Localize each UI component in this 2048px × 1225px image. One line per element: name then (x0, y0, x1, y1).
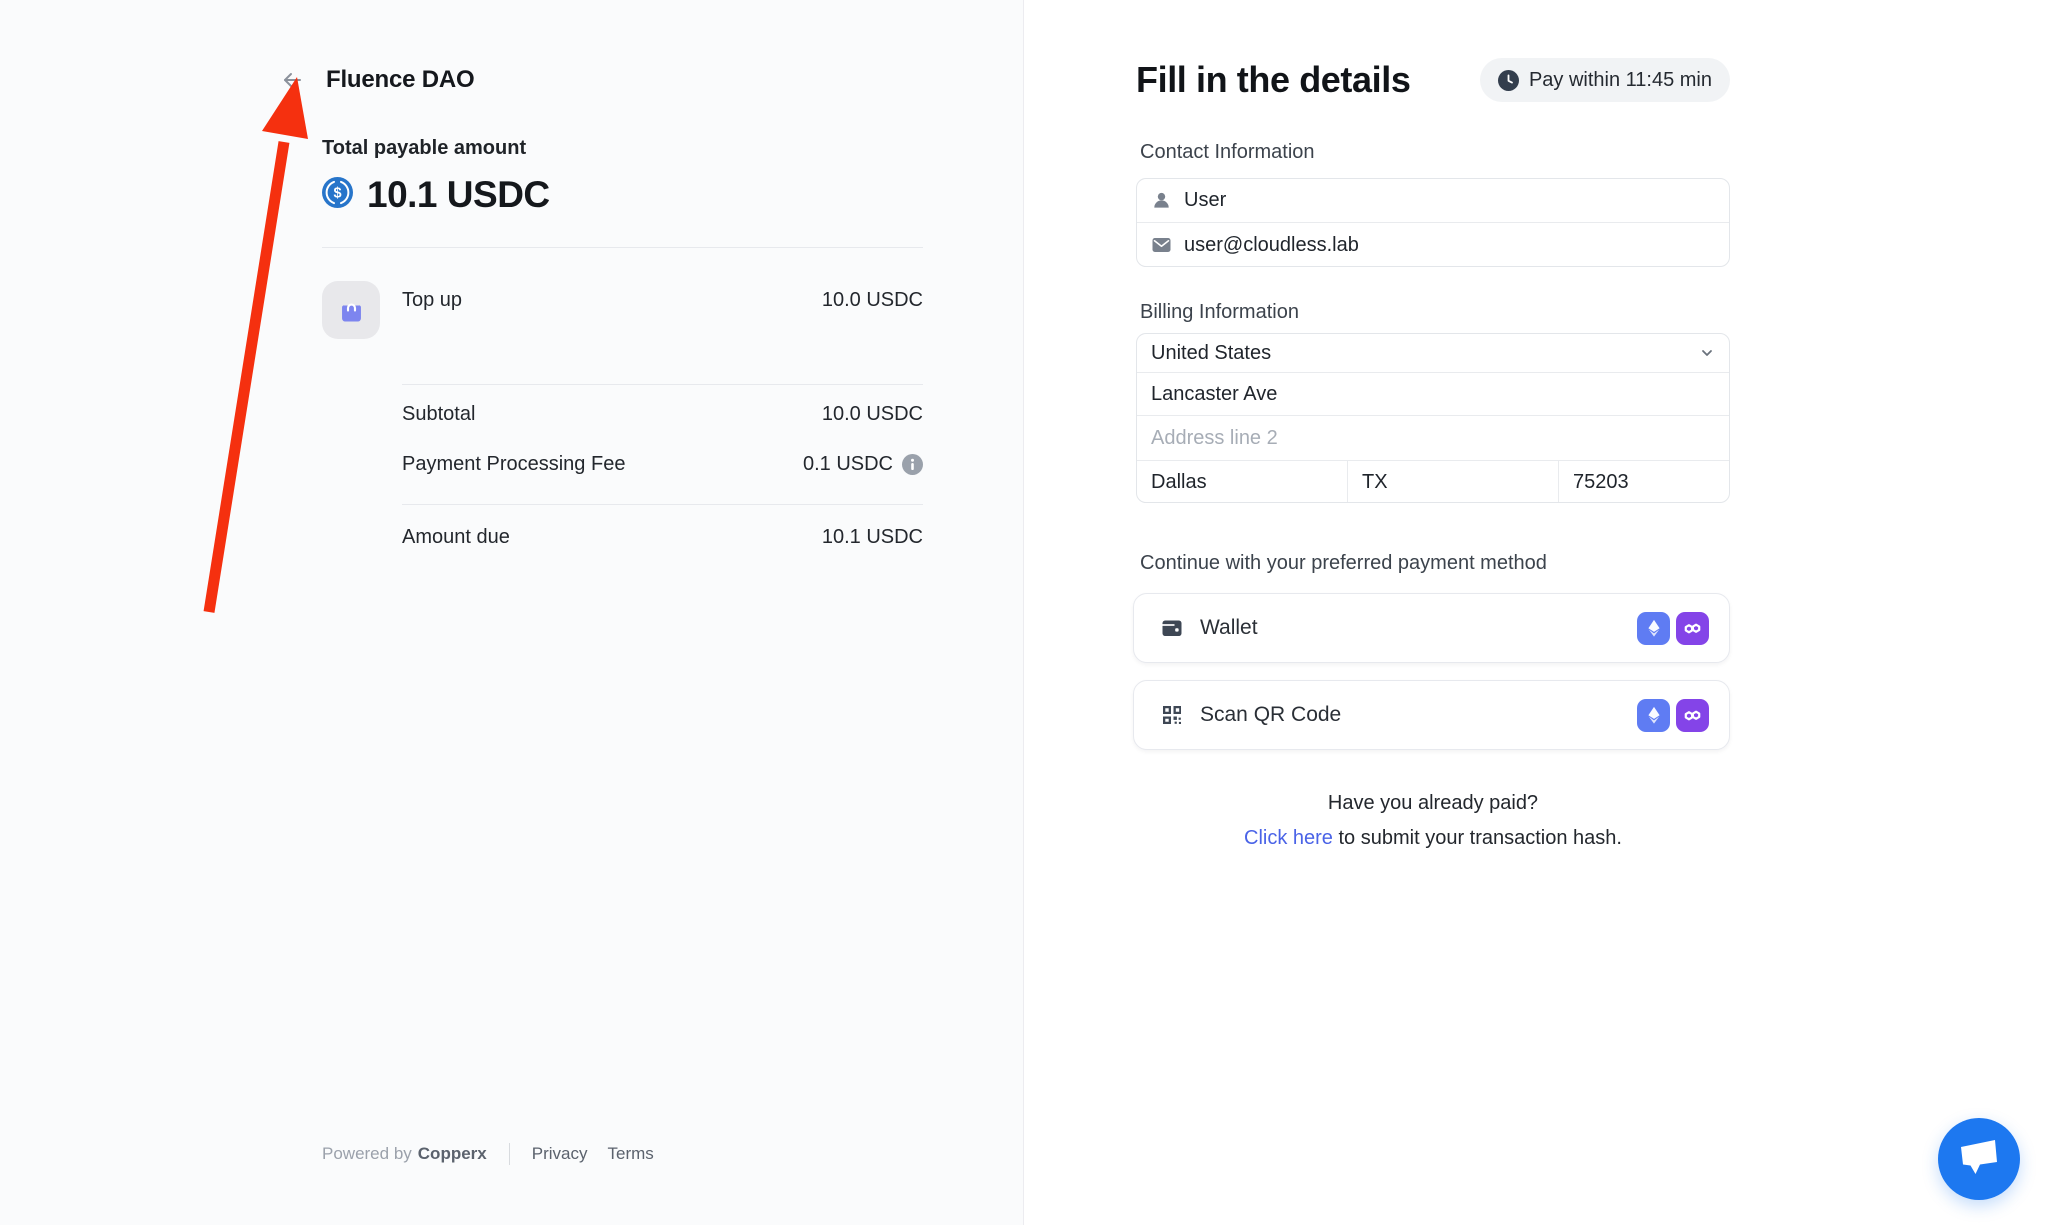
country-select[interactable]: United States (1137, 334, 1729, 373)
already-paid-question: Have you already paid? (1327, 792, 1539, 814)
divider (402, 504, 923, 505)
info-icon[interactable] (902, 454, 923, 475)
copperx-brand[interactable]: Copperx (417, 1144, 487, 1163)
line-item-value: 10.0 USDC (821, 289, 923, 311)
ethereum-icon (1637, 611, 1670, 645)
merchant-name: Fluence DAO (326, 66, 475, 93)
wallet-method-label: Wallet (1200, 616, 1258, 639)
wallet-method-button[interactable]: Wallet (1133, 593, 1730, 663)
divider (402, 384, 923, 385)
address-line2-input[interactable] (1151, 416, 1715, 460)
city-input[interactable] (1151, 461, 1333, 502)
total-amount-row: $ 10.1 USDC (322, 174, 550, 216)
privacy-link[interactable]: Privacy (531, 1144, 588, 1163)
chat-bubble-icon (1938, 1118, 2020, 1200)
page-title: Fill in the details (1136, 59, 1411, 100)
ethereum-icon (1637, 698, 1670, 732)
billing-card: United States (1136, 333, 1730, 503)
envelope-icon (1151, 237, 1171, 253)
submit-hash-text: to submit your transaction hash. (1332, 827, 1622, 849)
shopping-bag-icon (322, 281, 380, 339)
timer-text: Pay within 11:45 min (1528, 68, 1712, 91)
address-line2-row[interactable] (1137, 416, 1729, 461)
footer: Powered by Copperx Privacy Terms (322, 1143, 654, 1165)
contact-section-label: Contact Information (1140, 141, 1315, 163)
scan-qr-method-label: Scan QR Code (1200, 703, 1342, 726)
divider (322, 247, 923, 248)
fee-row: Payment Processing Fee 0.1 USDC (402, 453, 923, 476)
terms-link[interactable]: Terms (607, 1144, 654, 1163)
zip-input[interactable] (1573, 461, 1715, 502)
email-row[interactable] (1137, 223, 1729, 266)
line-item-label: Top up (402, 289, 463, 311)
amount-due-row: Amount due 10.1 USDC (402, 526, 923, 549)
wallet-icon (1160, 616, 1184, 640)
country-value: United States (1151, 341, 1272, 364)
scan-qr-method-button[interactable]: Scan QR Code (1133, 680, 1730, 750)
total-amount-value: 10.1 USDC (367, 174, 550, 215)
powered-by-label: Powered by (322, 1144, 412, 1163)
person-icon (1151, 191, 1171, 210)
address-line1-input[interactable] (1151, 373, 1715, 415)
name-row[interactable] (1137, 179, 1729, 223)
chat-launcher-button[interactable] (1938, 1118, 2020, 1200)
payment-timer-badge: Pay within 11:45 min (1479, 58, 1730, 102)
merchant-header: Fluence DAO (281, 66, 475, 94)
fee-value: 0.1 USDC (802, 453, 893, 475)
polygon-icon (1676, 698, 1709, 732)
polygon-icon (1676, 611, 1709, 645)
already-paid-prompt: Have you already paid? Click here to sub… (1136, 786, 1730, 856)
city-state-zip-row (1137, 461, 1729, 502)
contact-email-input[interactable] (1184, 223, 1715, 266)
billing-section-label: Billing Information (1140, 301, 1299, 323)
amount-due-value: 10.1 USDC (821, 526, 923, 548)
state-input[interactable] (1362, 461, 1544, 502)
click-here-link[interactable]: Click here (1244, 827, 1333, 849)
qr-code-icon (1160, 703, 1184, 727)
contact-card (1136, 178, 1730, 267)
footer-divider (508, 1143, 510, 1165)
order-summary-panel: Fluence DAO Total payable amount $ 10.1 … (203, 0, 1024, 1225)
fee-label: Payment Processing Fee (402, 453, 626, 475)
address-line1-row[interactable] (1137, 373, 1729, 416)
chevron-down-icon (1699, 345, 1715, 361)
payment-section-label: Continue with your preferred payment met… (1140, 552, 1547, 574)
back-arrow-icon[interactable] (281, 69, 303, 91)
subtotal-row: Subtotal 10.0 USDC (402, 403, 923, 426)
subtotal-value: 10.0 USDC (821, 403, 923, 425)
line-item-row: Top up 10.0 USDC (322, 281, 923, 339)
amount-due-label: Amount due (402, 526, 510, 548)
svg-text:$: $ (333, 186, 341, 202)
subtotal-label: Subtotal (402, 403, 476, 425)
clock-icon (1497, 69, 1519, 91)
checkout-form-panel: Fill in the details Pay within 11:45 min… (1024, 0, 2048, 1225)
total-payable-label: Total payable amount (322, 137, 527, 159)
contact-name-input[interactable] (1184, 179, 1715, 222)
usdc-icon: $ (322, 177, 353, 213)
